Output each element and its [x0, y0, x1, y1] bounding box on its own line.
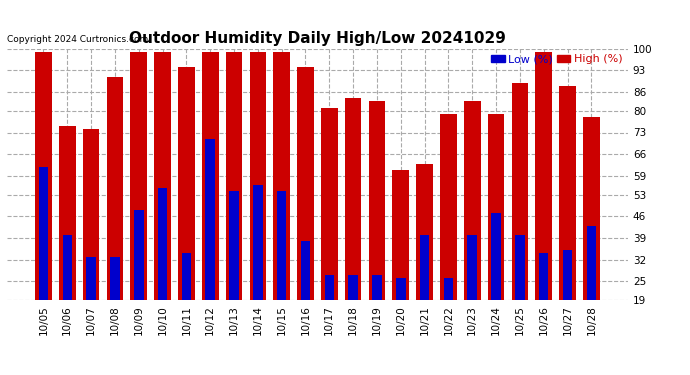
Bar: [202, 52, 219, 359]
Bar: [372, 275, 382, 359]
Bar: [158, 188, 168, 359]
Bar: [134, 210, 144, 359]
Bar: [396, 278, 406, 359]
Bar: [539, 254, 549, 359]
Bar: [63, 235, 72, 359]
Bar: [416, 164, 433, 359]
Bar: [83, 129, 99, 359]
Bar: [178, 68, 195, 359]
Bar: [59, 126, 76, 359]
Bar: [491, 213, 501, 359]
Bar: [106, 76, 124, 359]
Bar: [35, 52, 52, 359]
Bar: [515, 235, 524, 359]
Bar: [511, 83, 529, 359]
Bar: [440, 114, 457, 359]
Bar: [535, 52, 552, 359]
Bar: [488, 114, 504, 359]
Bar: [130, 52, 147, 359]
Bar: [155, 52, 171, 359]
Text: Copyright 2024 Curtronics.com: Copyright 2024 Curtronics.com: [7, 35, 148, 44]
Bar: [39, 166, 48, 359]
Bar: [226, 52, 242, 359]
Bar: [420, 235, 429, 359]
Bar: [467, 235, 477, 359]
Bar: [563, 251, 572, 359]
Bar: [345, 98, 362, 359]
Bar: [324, 275, 334, 359]
Bar: [368, 102, 385, 359]
Bar: [181, 254, 191, 359]
Bar: [393, 170, 409, 359]
Bar: [110, 256, 119, 359]
Bar: [253, 185, 263, 359]
Bar: [297, 68, 314, 359]
Bar: [444, 278, 453, 359]
Bar: [273, 52, 290, 359]
Bar: [277, 191, 286, 359]
Legend: Low (%), High (%): Low (%), High (%): [491, 54, 622, 64]
Bar: [586, 225, 596, 359]
Bar: [229, 191, 239, 359]
Bar: [301, 241, 310, 359]
Bar: [86, 256, 96, 359]
Bar: [206, 139, 215, 359]
Bar: [321, 108, 337, 359]
Title: Outdoor Humidity Daily High/Low 20241029: Outdoor Humidity Daily High/Low 20241029: [129, 31, 506, 46]
Bar: [559, 86, 576, 359]
Bar: [348, 275, 358, 359]
Bar: [583, 117, 600, 359]
Bar: [464, 102, 480, 359]
Bar: [250, 52, 266, 359]
